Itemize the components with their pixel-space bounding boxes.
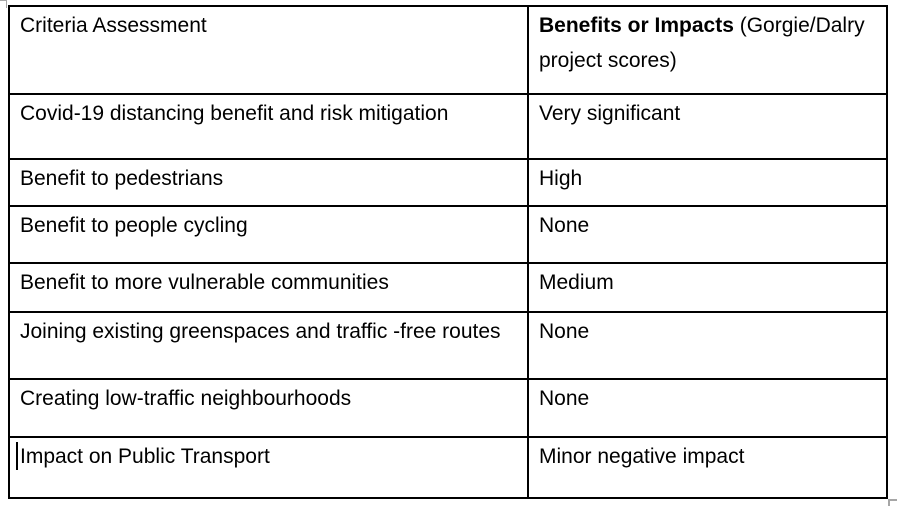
score-text: Very significant <box>539 102 681 125</box>
table-row: Benefit to more vulnerable communities M… <box>8 262 888 313</box>
table-row: Impact on Public Transport Minor negativ… <box>8 436 888 499</box>
criteria-cell[interactable]: Joining existing greenspaces and traffic… <box>8 311 529 380</box>
header-cell-criteria[interactable]: Criteria Assessment <box>8 5 529 95</box>
criteria-text: Covid-19 distancing benefit and risk mit… <box>20 102 449 125</box>
score-cell[interactable]: Medium <box>527 262 888 313</box>
score-text: Minor negative impact <box>539 445 745 468</box>
criteria-assessment-table: Criteria Assessment Benefits or Impacts … <box>8 5 888 499</box>
criteria-text: Impact on Public Transport <box>20 445 270 468</box>
table-row: Benefit to pedestrians High <box>8 158 888 207</box>
score-cell[interactable]: None <box>527 311 888 380</box>
table-row: Creating low-traffic neighbourhoods None <box>8 378 888 438</box>
table-row: Covid-19 distancing benefit and risk mit… <box>8 93 888 160</box>
criteria-text: Creating low-traffic neighbourhoods <box>20 387 352 410</box>
table-row: Joining existing greenspaces and traffic… <box>8 311 888 380</box>
score-text: None <box>539 214 590 237</box>
criteria-cell[interactable]: Creating low-traffic neighbourhoods <box>8 378 529 438</box>
header-benefits-label: Benefits or Impacts <box>539 14 734 37</box>
header-cell-benefits[interactable]: Benefits or Impacts (Gorgie/Dalry projec… <box>527 5 888 95</box>
criteria-cell[interactable]: Impact on Public Transport <box>8 436 529 499</box>
criteria-cell[interactable]: Benefit to pedestrians <box>8 158 529 207</box>
criteria-text: Benefit to people cycling <box>20 214 248 237</box>
score-text: Medium <box>539 271 614 294</box>
score-text: None <box>539 320 590 343</box>
score-text: None <box>539 387 590 410</box>
header-criteria-label: Criteria Assessment <box>20 14 207 37</box>
score-cell[interactable]: Minor negative impact <box>527 436 888 499</box>
header-benefits-note: (Gorgie/Dalry project scores) <box>539 14 865 72</box>
table-row: Benefit to people cycling None <box>8 205 888 264</box>
score-cell[interactable]: None <box>527 378 888 438</box>
criteria-text: Joining existing greenspaces and traffic… <box>20 320 501 343</box>
page-corner-mark <box>0 0 7 8</box>
score-cell[interactable]: None <box>527 205 888 264</box>
criteria-cell[interactable]: Benefit to more vulnerable communities <box>8 262 529 313</box>
text-cursor <box>16 442 18 470</box>
table-resize-handle[interactable] <box>888 499 897 506</box>
criteria-text: Benefit to pedestrians <box>20 167 224 190</box>
criteria-text: Benefit to more vulnerable communities <box>20 271 389 294</box>
score-cell[interactable]: High <box>527 158 888 207</box>
table-header-row: Criteria Assessment Benefits or Impacts … <box>8 5 888 95</box>
criteria-cell[interactable]: Benefit to people cycling <box>8 205 529 264</box>
score-cell[interactable]: Very significant <box>527 93 888 160</box>
score-text: High <box>539 167 583 190</box>
criteria-cell[interactable]: Covid-19 distancing benefit and risk mit… <box>8 93 529 160</box>
